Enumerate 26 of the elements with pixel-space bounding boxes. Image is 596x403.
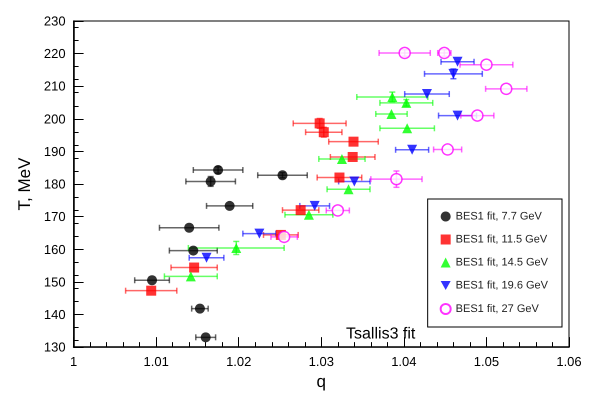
y-tick-label: 190 bbox=[44, 144, 66, 159]
y-tick-label: 140 bbox=[44, 306, 66, 322]
x-tick-label: 1.04 bbox=[391, 354, 417, 370]
y-tick-label: 160 bbox=[44, 242, 66, 257]
legend-label: BES1 fit, 7.7 GeV bbox=[456, 210, 543, 222]
legend-label: BES1 fit, 19.6 GeV bbox=[456, 280, 549, 292]
x-tick-label: 1.05 bbox=[474, 354, 500, 370]
y-tick-label: 220 bbox=[44, 46, 66, 62]
x-tick-label: 1.06 bbox=[556, 354, 582, 370]
y-tick-label: 170 bbox=[44, 209, 66, 224]
legend-label: BES1 fit, 27 GeV bbox=[456, 303, 540, 315]
y-tick-label: 230 bbox=[44, 14, 66, 28]
x-axis-title: q bbox=[316, 372, 326, 391]
x-tick-label: 1.01 bbox=[144, 354, 169, 370]
y-tick-label: 180 bbox=[44, 176, 66, 192]
legend-label: BES1 fit, 14.5 GeV bbox=[456, 256, 549, 268]
y-tick-label: 150 bbox=[44, 274, 66, 290]
x-tick-label: 1.02 bbox=[226, 354, 252, 370]
y-axis-title: T, MeV bbox=[15, 156, 34, 211]
y-tick-label: 200 bbox=[44, 111, 66, 126]
x-tick-label: 1 bbox=[70, 354, 78, 370]
x-tick-label: 1.03 bbox=[308, 354, 334, 370]
annotation: Tsallis3 fit bbox=[346, 326, 416, 342]
legend-label: BES1 fit, 11.5 GeV bbox=[456, 234, 548, 246]
y-tick-label: 210 bbox=[44, 78, 66, 94]
y-tick-label: 130 bbox=[44, 340, 66, 355]
